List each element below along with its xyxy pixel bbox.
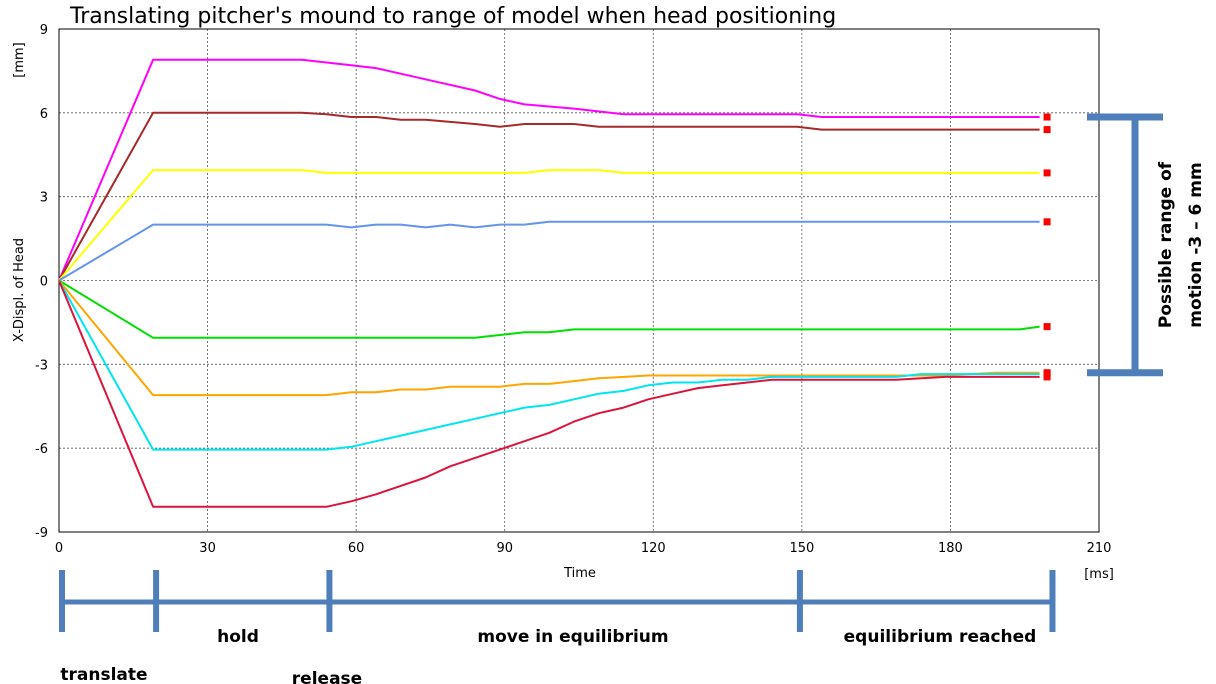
series-line-1 (58, 58, 1040, 281)
x-tick-label: 150 (789, 541, 814, 556)
phase-label-hold: hold (217, 627, 259, 647)
y-tick-label: 0 (40, 275, 48, 290)
series-line-4 (58, 220, 1040, 282)
series-line-8 (58, 280, 1040, 508)
series-lines (58, 58, 1040, 508)
y-ticks: -9 -6 -3 0 3 6 9 (35, 23, 48, 541)
y-axis-label: X-Displ. of Head (12, 238, 27, 342)
y-tick-label: -9 (35, 526, 48, 541)
x-ticks: 0 30 60 90 120 150 180 210 (55, 541, 1112, 556)
series-end-marker-5 (1043, 323, 1051, 331)
chart-title: Translating pitcher's mound to range of … (69, 4, 836, 29)
y-tick-label: 6 (40, 107, 48, 122)
range-label-line2: motion -3 – 6 mm (1186, 162, 1206, 327)
series-line-6 (58, 279, 1040, 397)
series-line-3 (58, 169, 1040, 282)
series-end-marker-8 (1043, 373, 1051, 381)
series-end-marker-4 (1043, 218, 1051, 226)
phase-timeline (59, 570, 1056, 632)
x-tick-label: 210 (1087, 541, 1112, 556)
range-label-line1: Possible range of (1156, 161, 1176, 328)
grid (59, 29, 1099, 532)
phase-label-release: release (292, 669, 362, 684)
range-bracket (1087, 113, 1163, 377)
x-axis-unit: [ms] (1084, 567, 1114, 582)
x-tick-label: 0 (55, 541, 63, 556)
x-tick-label: 180 (938, 541, 963, 556)
phase-label-equilibrium-reached: equilibrium reached (844, 627, 1037, 647)
y-tick-label: -3 (35, 358, 48, 373)
series-line-2 (58, 111, 1040, 281)
phase-label-translate: translate (60, 665, 147, 684)
x-tick-label: 30 (199, 541, 216, 556)
y-tick-label: -6 (35, 442, 48, 457)
series-end-marker-2 (1043, 126, 1051, 134)
series-end-marker-1 (1043, 113, 1051, 121)
y-tick-label: 3 (40, 191, 48, 206)
x-tick-label: 90 (496, 541, 513, 556)
x-tick-label: 120 (641, 541, 666, 556)
series-line-7 (58, 280, 1040, 451)
series-line-5 (58, 279, 1040, 339)
y-tick-label: 9 (40, 23, 48, 38)
series-end-markers (1043, 113, 1051, 381)
x-axis-label: Time (563, 566, 596, 581)
phase-label-move-in-equilibrium: move in equilibrium (477, 627, 668, 647)
y-axis-unit: [mm] (12, 42, 27, 77)
series-end-marker-3 (1043, 169, 1051, 177)
x-tick-label: 60 (348, 541, 365, 556)
